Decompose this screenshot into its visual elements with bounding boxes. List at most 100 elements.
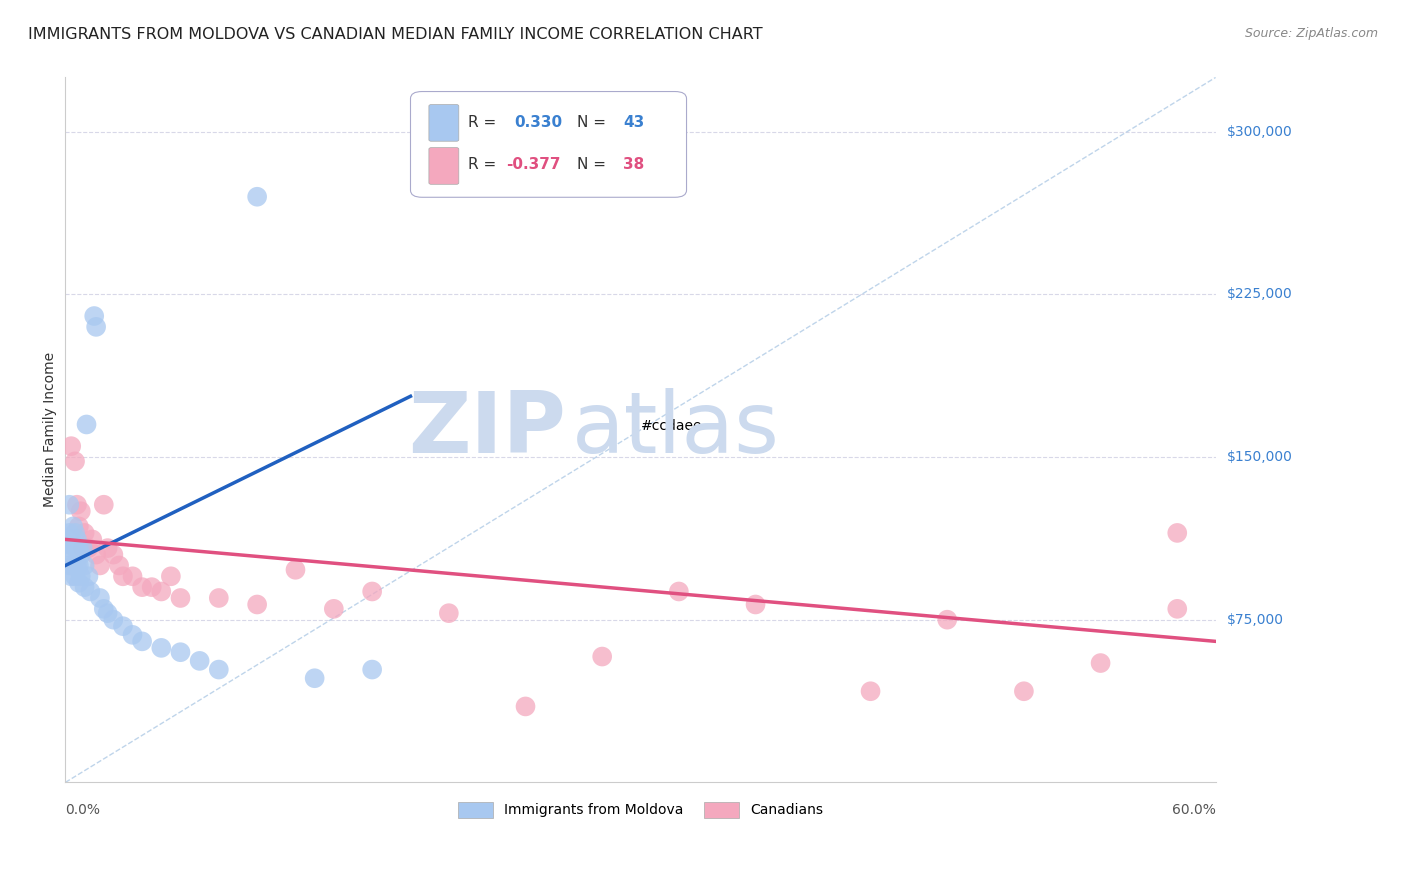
Point <box>188 654 211 668</box>
Text: $225,000: $225,000 <box>1226 287 1292 301</box>
Point <box>69 504 91 518</box>
Text: 0.0%: 0.0% <box>66 804 100 817</box>
Point <box>93 498 115 512</box>
Legend: Immigrants from Moldova, Canadians: Immigrants from Moldova, Canadians <box>451 795 830 825</box>
Point <box>150 584 173 599</box>
Point <box>60 439 83 453</box>
Point <box>322 602 344 616</box>
Point <box>84 548 107 562</box>
Point <box>63 541 86 555</box>
Point <box>97 606 120 620</box>
Point <box>103 613 125 627</box>
Point <box>63 525 86 540</box>
Point <box>72 541 94 555</box>
Point <box>82 533 104 547</box>
Point <box>83 309 105 323</box>
Point <box>111 619 134 633</box>
Point <box>60 533 83 547</box>
Point <box>69 569 91 583</box>
Point <box>1166 602 1188 616</box>
Point <box>69 548 91 562</box>
Point <box>62 537 84 551</box>
Point <box>77 569 100 583</box>
Point <box>131 580 153 594</box>
Point <box>93 602 115 616</box>
Point <box>56 548 79 562</box>
Text: $150,000: $150,000 <box>1226 450 1292 464</box>
Point <box>77 541 100 555</box>
Text: N =: N = <box>578 157 606 172</box>
Point <box>208 663 231 677</box>
Point <box>73 558 96 573</box>
Text: atlas: atlas <box>571 388 779 471</box>
Point <box>62 519 84 533</box>
Point <box>859 684 882 698</box>
Point <box>79 584 101 599</box>
Point <box>67 558 90 573</box>
Point <box>56 537 79 551</box>
Point <box>111 569 134 583</box>
Text: -0.377: -0.377 <box>506 157 561 172</box>
Point <box>169 645 191 659</box>
Point <box>668 584 690 599</box>
Point <box>76 417 98 432</box>
Point <box>160 569 183 583</box>
Point <box>108 558 131 573</box>
Point <box>72 541 94 555</box>
Point <box>89 558 111 573</box>
Text: R =: R = <box>468 115 496 130</box>
Point <box>58 498 80 512</box>
Point <box>73 580 96 594</box>
Point <box>361 663 384 677</box>
Text: 60.0%: 60.0% <box>1171 804 1216 817</box>
Point <box>1090 656 1112 670</box>
Point <box>67 575 90 590</box>
Point <box>150 640 173 655</box>
Text: Source: ZipAtlas.com: Source: ZipAtlas.com <box>1244 27 1378 40</box>
Text: IMMIGRANTS FROM MOLDOVA VS CANADIAN MEDIAN FAMILY INCOME CORRELATION CHART: IMMIGRANTS FROM MOLDOVA VS CANADIAN MEDI… <box>28 27 762 42</box>
Point <box>304 671 326 685</box>
Point <box>60 541 83 555</box>
Point <box>591 649 613 664</box>
Y-axis label: Median Family Income: Median Family Income <box>44 352 58 508</box>
Text: #ccdaee: #ccdaee <box>641 419 702 433</box>
Text: N =: N = <box>578 115 606 130</box>
Point <box>63 454 86 468</box>
Point <box>141 580 163 594</box>
Text: $75,000: $75,000 <box>1226 613 1284 627</box>
Point <box>66 498 89 512</box>
Point <box>246 190 269 204</box>
Point <box>67 541 90 555</box>
Point <box>62 558 84 573</box>
Point <box>84 319 107 334</box>
Text: 38: 38 <box>623 157 644 172</box>
Text: R =: R = <box>468 157 496 172</box>
FancyBboxPatch shape <box>411 92 686 197</box>
Point <box>284 563 307 577</box>
Point <box>208 591 231 605</box>
Point <box>1166 525 1188 540</box>
Text: 0.330: 0.330 <box>515 115 562 130</box>
Point <box>169 591 191 605</box>
Point <box>58 558 80 573</box>
Point <box>246 598 269 612</box>
Point <box>121 569 143 583</box>
Point <box>361 584 384 599</box>
Text: $300,000: $300,000 <box>1226 125 1292 138</box>
Point <box>103 548 125 562</box>
Point <box>67 519 90 533</box>
Point <box>66 533 89 547</box>
Point <box>63 569 86 583</box>
Point <box>936 613 959 627</box>
Text: ZIP: ZIP <box>408 388 565 471</box>
Text: 43: 43 <box>623 115 644 130</box>
Point <box>97 541 120 555</box>
FancyBboxPatch shape <box>429 104 458 141</box>
Point <box>121 628 143 642</box>
Point <box>515 699 537 714</box>
Point <box>73 525 96 540</box>
Point <box>131 634 153 648</box>
Point <box>66 558 89 573</box>
FancyBboxPatch shape <box>429 148 458 185</box>
Point <box>60 569 83 583</box>
